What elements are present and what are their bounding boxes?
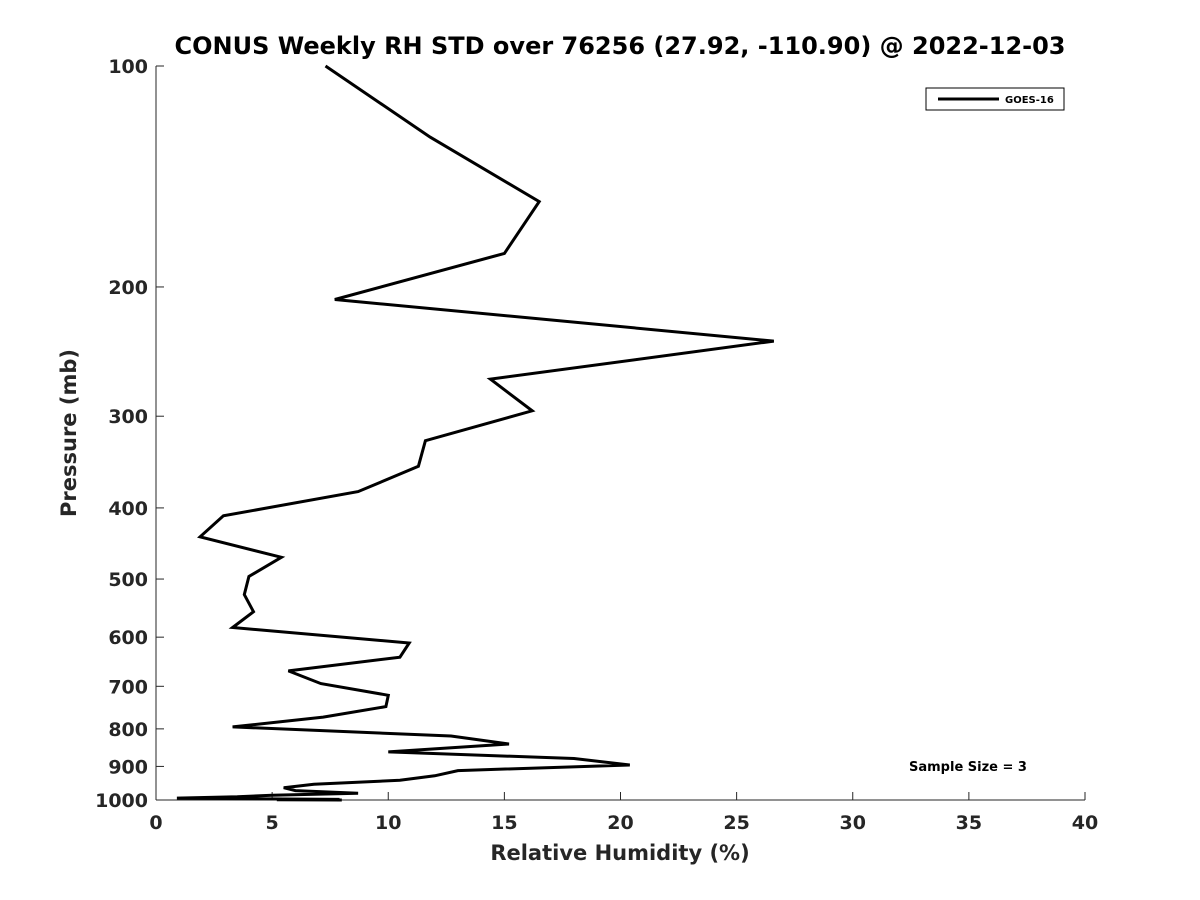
- x-ticks: 0 5 10 15 20 25 30 35 40: [149, 792, 1098, 834]
- series-layer: [176, 64, 774, 802]
- y-tick-label: 300: [108, 406, 148, 428]
- y-tick-label: 200: [108, 277, 148, 299]
- y-tick-label: 500: [108, 569, 148, 591]
- chart-title: CONUS Weekly RH STD over 76256 (27.92, -…: [174, 32, 1065, 60]
- y-tick-label: 800: [108, 719, 148, 741]
- x-tick-label: 35: [956, 812, 982, 834]
- x-tick-label: 20: [607, 812, 633, 834]
- x-axis-label: Relative Humidity (%): [490, 841, 749, 865]
- x-tick-label: 5: [266, 812, 279, 834]
- x-tick-label: 40: [1072, 812, 1098, 834]
- y-ticks: 100 200 300 400 500 600 700 800 900 1000: [95, 56, 164, 812]
- x-tick-label: 30: [840, 812, 866, 834]
- legend-label: GOES-16: [1005, 95, 1054, 106]
- y-tick-label: 900: [108, 756, 148, 778]
- series-line-goes-16: [176, 64, 774, 802]
- y-tick-label: 100: [108, 56, 148, 78]
- x-tick-label: 10: [375, 812, 401, 834]
- legend: GOES-16: [925, 87, 1065, 111]
- y-tick-label: 700: [108, 676, 148, 698]
- y-axis-label: Pressure (mb): [57, 349, 81, 517]
- y-tick-label: 1000: [95, 790, 148, 812]
- x-tick-label: 0: [149, 812, 162, 834]
- sample-size-annotation: Sample Size = 3: [909, 760, 1027, 775]
- y-tick-label: 400: [108, 498, 148, 520]
- x-tick-label: 25: [723, 812, 749, 834]
- y-tick-label: 600: [108, 627, 148, 649]
- x-tick-label: 15: [491, 812, 517, 834]
